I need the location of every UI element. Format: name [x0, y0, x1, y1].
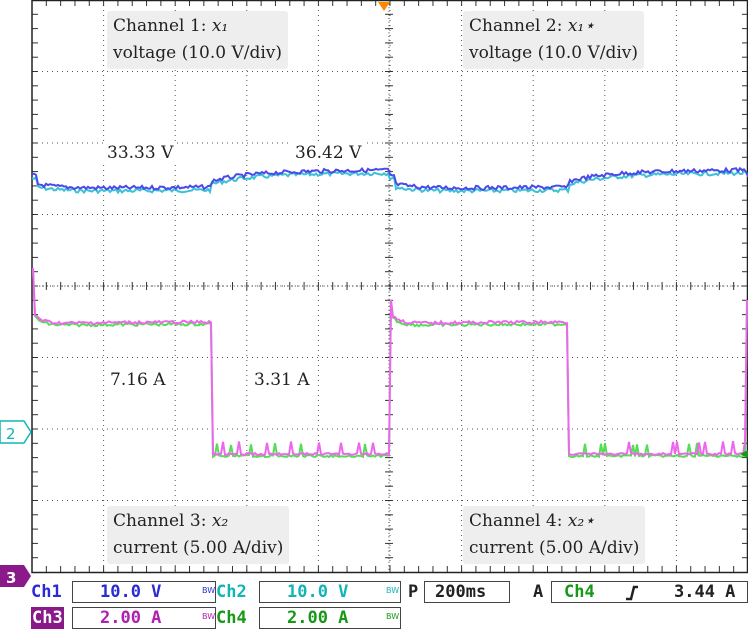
- ch2-scale-box[interactable]: 10.0 V: [259, 581, 401, 603]
- waveform-traces: [31, 166, 748, 459]
- channel-2-label: Channel 2: x₁⋆ voltage (10.0 V/div): [463, 11, 645, 69]
- channel-2-marker-label: 2: [6, 425, 16, 443]
- channel-4-label: Channel 4: x₂⋆ current (5.00 A/div): [463, 506, 646, 564]
- voltage-low-value: 33.33 V: [103, 142, 178, 164]
- ch3-scale-value: 2.00 A: [100, 608, 162, 628]
- current-low-value: 3.31 A: [250, 369, 314, 391]
- trigger-source: Ch4: [564, 582, 595, 602]
- trigger-box[interactable]: Ch4 3.44 A: [551, 581, 748, 603]
- ch4-scale-value: 2.00 A: [287, 608, 349, 628]
- channel-4-scale: current (5.00 A/div): [469, 538, 640, 558]
- channel-1-scale: voltage (10.0 V/div): [113, 43, 283, 63]
- trigger-mode[interactable]: A: [533, 582, 544, 602]
- ch1-scale-value: 10.0 V: [100, 582, 162, 602]
- channel-1-title: Channel 1:: [113, 16, 207, 36]
- channel-1-voltage-trace: [31, 166, 748, 192]
- channel-3-label: Channel 3: x₂ current (5.00 A/div): [107, 506, 290, 564]
- channel-1-variable: x₁: [211, 16, 229, 36]
- channel-1-label: Channel 1: x₁ voltage (10.0 V/div): [107, 11, 289, 69]
- ch2-bw-indicator: BW: [386, 586, 400, 595]
- ch4-scale-box[interactable]: 2.00 A: [259, 607, 401, 629]
- channel-2-title: Channel 2:: [469, 16, 563, 36]
- current-high-value: 7.16 A: [106, 369, 170, 391]
- channel-3-title: Channel 3:: [113, 511, 207, 531]
- ch2-scale-value: 10.0 V: [287, 582, 349, 602]
- rising-edge-icon: [626, 585, 638, 601]
- trigger-level-icon[interactable]: [740, 450, 748, 458]
- ch1-bw-indicator: BW: [202, 586, 216, 595]
- channel-4-title: Channel 4:: [469, 511, 563, 531]
- channel-2-variable: x₁⋆: [567, 16, 595, 36]
- channel-3-variable: x₂: [211, 511, 229, 531]
- channel-3-scale: current (5.00 A/div): [113, 538, 284, 558]
- timebase-box[interactable]: 200ms: [424, 581, 510, 603]
- voltage-high-value: 36.42 V: [291, 142, 366, 164]
- channel-3-current-trace: [32, 267, 748, 457]
- ch1-scale-box[interactable]: 10.0 V: [72, 581, 216, 603]
- channel-2-scale: voltage (10.0 V/div): [469, 43, 639, 63]
- ch1-name[interactable]: Ch1: [31, 582, 62, 602]
- acquisition-mode[interactable]: P: [408, 582, 419, 602]
- ch3-bw-indicator: BW: [202, 612, 216, 621]
- ch3-name[interactable]: Ch3: [31, 607, 64, 629]
- ch4-bw-indicator: BW: [386, 612, 400, 621]
- timebase-value: 200ms: [435, 582, 487, 602]
- channel-2-marker[interactable]: 2: [0, 420, 32, 444]
- channel-3-marker-label: 3: [6, 569, 16, 587]
- channel-3-marker[interactable]: 3: [0, 565, 31, 587]
- ch4-name[interactable]: Ch4: [216, 608, 247, 628]
- ch2-name[interactable]: Ch2: [216, 582, 247, 602]
- ch3-scale-box[interactable]: 2.00 A: [72, 607, 216, 629]
- trigger-level: 3.44 A: [674, 582, 736, 602]
- channel-4-variable: x₂⋆: [567, 511, 595, 531]
- trigger-position-icon[interactable]: [378, 2, 390, 11]
